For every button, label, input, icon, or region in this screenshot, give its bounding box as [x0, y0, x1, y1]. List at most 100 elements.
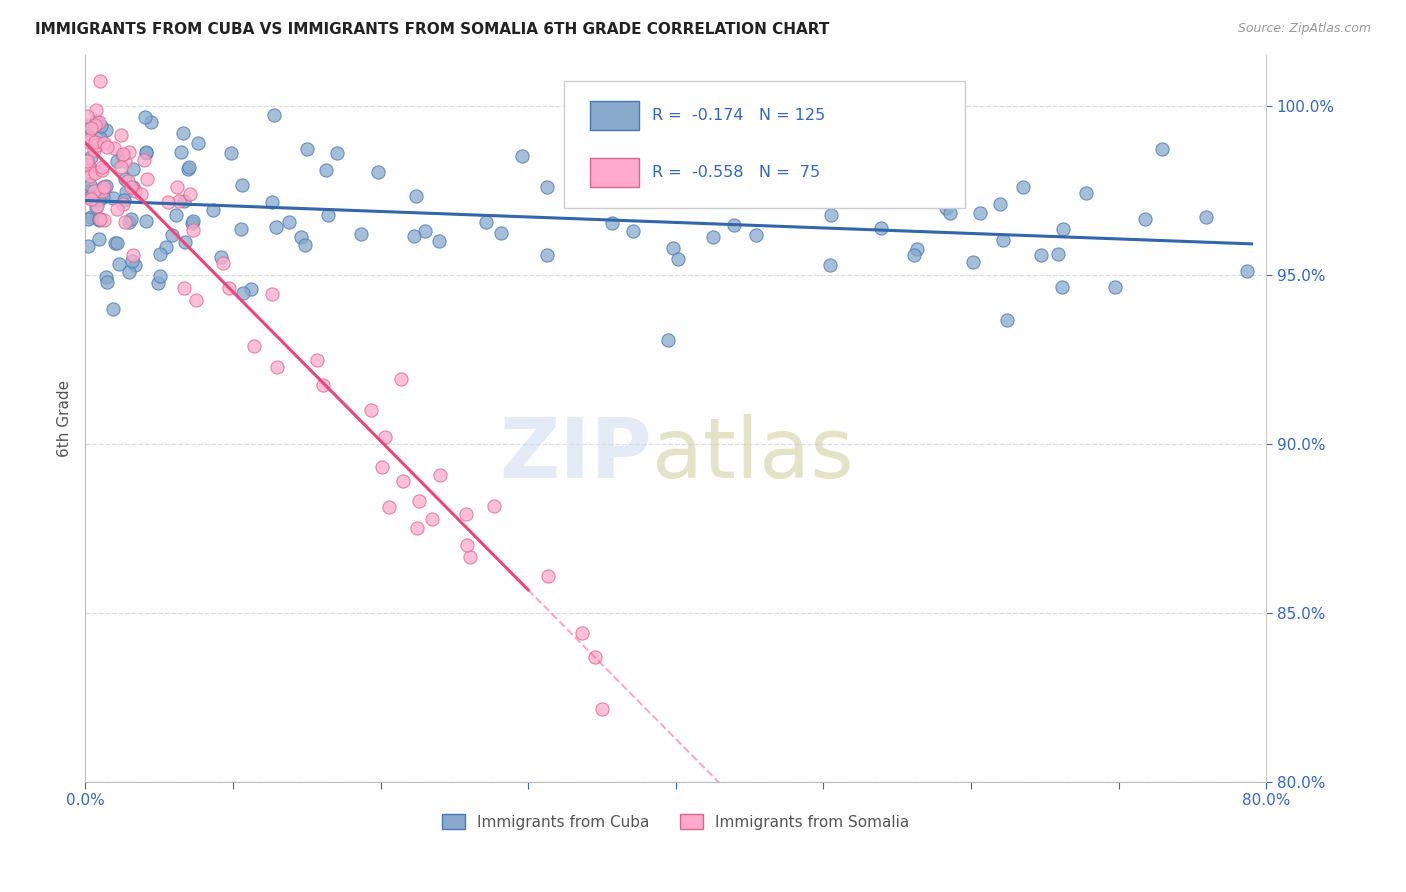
Point	[114, 215, 136, 229]
Point	[172, 126, 194, 140]
Point	[117, 174, 139, 188]
Point	[90, 160, 112, 174]
Point	[591, 702, 613, 716]
Point	[77, 136, 100, 150]
Point	[103, 141, 125, 155]
Point	[378, 500, 401, 514]
Point	[360, 403, 382, 417]
Point	[661, 241, 683, 255]
Text: R =  -0.558   N =  75: R = -0.558 N = 75	[652, 165, 820, 180]
Point	[135, 172, 157, 186]
Point	[155, 240, 177, 254]
Point	[583, 650, 606, 665]
Point	[1236, 263, 1258, 277]
Point	[181, 222, 204, 236]
Point	[77, 184, 100, 198]
Point	[86, 138, 108, 153]
Point	[157, 194, 180, 209]
Point	[141, 115, 163, 129]
Point	[742, 161, 765, 175]
Point	[89, 130, 111, 145]
Point	[103, 191, 125, 205]
Point	[415, 224, 437, 238]
Point	[181, 214, 204, 228]
Point	[1133, 212, 1156, 227]
Point	[121, 161, 143, 176]
Point	[935, 201, 957, 215]
Point	[623, 224, 645, 238]
Point	[374, 430, 396, 444]
Point	[96, 123, 118, 137]
Point	[991, 233, 1014, 247]
Point	[76, 164, 98, 178]
Point	[169, 145, 191, 159]
Point	[536, 248, 558, 262]
Point	[76, 153, 98, 168]
Point	[903, 248, 925, 262]
Point	[90, 120, 112, 134]
Point	[818, 258, 841, 272]
Point	[121, 212, 143, 227]
Point	[160, 227, 183, 242]
Point	[315, 162, 337, 177]
Point	[111, 147, 134, 161]
Point	[856, 191, 879, 205]
Point	[80, 192, 103, 206]
Point	[389, 372, 412, 386]
Point	[316, 208, 339, 222]
Point	[266, 359, 288, 374]
Point	[76, 109, 98, 123]
Point	[111, 197, 134, 211]
Point	[1011, 179, 1033, 194]
Point	[218, 280, 240, 294]
Point	[121, 254, 143, 268]
Point	[79, 132, 101, 146]
Point	[295, 143, 318, 157]
Point	[278, 215, 301, 229]
Point	[83, 143, 105, 157]
Point	[80, 210, 103, 224]
Point	[84, 113, 107, 128]
Point	[458, 550, 481, 565]
Point	[657, 333, 679, 347]
Point	[77, 128, 100, 143]
Point	[173, 194, 195, 208]
Point	[391, 475, 413, 489]
Point	[1195, 211, 1218, 225]
Point	[723, 218, 745, 232]
Point	[711, 175, 734, 189]
Point	[995, 313, 1018, 327]
Point	[405, 521, 427, 535]
Point	[105, 236, 128, 251]
Point	[84, 135, 107, 149]
Point	[83, 194, 105, 208]
Point	[820, 208, 842, 222]
Point	[489, 227, 512, 241]
Point	[80, 150, 103, 164]
Point	[180, 216, 202, 230]
Point	[177, 162, 200, 177]
Point	[745, 227, 768, 242]
Point	[602, 216, 624, 230]
Point	[77, 238, 100, 252]
Point	[118, 215, 141, 229]
Point	[1104, 280, 1126, 294]
Point	[110, 128, 132, 142]
Point	[456, 537, 478, 551]
Point	[367, 165, 389, 179]
Point	[187, 136, 209, 151]
Point	[1074, 186, 1097, 200]
Point	[135, 145, 157, 160]
Point	[111, 148, 134, 162]
Point	[456, 508, 478, 522]
Point	[103, 302, 125, 317]
Point	[711, 186, 734, 201]
Point	[86, 198, 108, 212]
Point	[84, 119, 107, 133]
Point	[870, 221, 893, 235]
Point	[408, 494, 430, 508]
Point	[290, 229, 312, 244]
Point	[84, 166, 107, 180]
Point	[1052, 221, 1074, 235]
Point	[135, 213, 157, 227]
